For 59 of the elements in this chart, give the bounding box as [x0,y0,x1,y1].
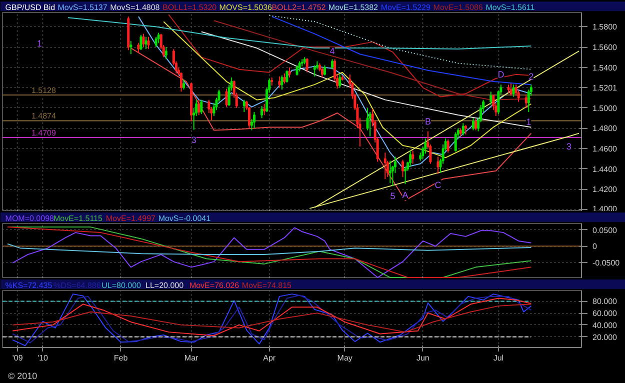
y-tick-label: 1.4400 [592,164,618,174]
annotation: 1 [526,117,532,127]
series-label: BOLL1=1.5320 [162,3,218,12]
x-tick-label: '09 [12,354,24,362]
text: MovS=1.5611 [486,3,536,12]
annotation: A [402,190,408,200]
text: LL=20.000 [146,281,184,290]
y-tick-label: 60.000 [592,309,618,318]
y-tick-label: 20.000 [592,332,618,342]
x-tick-label: Apr [263,354,276,362]
text: MovS=1.4808 [110,3,160,12]
y-tick-label: 80.000 [592,297,618,306]
annotation: 2 [528,72,534,82]
x-tick-label: '10 [38,354,49,362]
y-tick-label: 0.0500 [592,226,618,235]
annotation: 3 [566,141,572,152]
y-tick-label: 1.5600 [592,43,618,52]
series-label: MovE=1.4997 [106,214,156,224]
x-tick-label: Mar [184,354,199,362]
series-label: %DS=64.886 [53,281,102,290]
y-tick-label: 1.5800 [592,22,618,32]
chart-title: GBP/USD Bid [5,3,56,12]
text: MovE=74.815 [242,281,292,290]
y-tick-label: 1.4800 [592,124,618,134]
annotation: 4 [330,46,335,56]
ref-line-label: 1.4709 [31,128,56,138]
annotation: 5 [390,191,396,202]
y-tick-label: 1.4200 [592,185,618,194]
text: BOLL2=1.4752 [272,3,326,12]
text: MovE=76.026 [189,281,240,290]
series-label: MovE=1.5382 [328,3,379,12]
annotation: D [498,70,505,80]
y-tick-label: 1.5201 [592,84,618,93]
y-tick-label: 1.5400 [592,63,618,72]
y-tick-label: 40.000 [592,320,618,330]
y-tick-label: 1.5000 [592,104,618,113]
annotation: C [434,180,442,190]
text: MovS=-0.0041 [158,214,212,224]
ref-line-label: 1.5128 [31,86,56,95]
text: MovE=1.5229 [380,3,431,12]
x-tick-label: Feb [114,354,128,362]
series-label: UL=80.000 [102,281,142,290]
annotation: 3 [191,134,196,145]
x-tick-label: May [337,354,352,362]
y-tick-label: 0 [592,242,598,252]
text: MOM=0.0098 [5,214,55,224]
text: MovS=1.5137 [58,3,108,12]
text: MovE=1.5086 [433,3,484,12]
annotation: B [424,116,431,126]
text: %KS=72.435 [5,281,53,290]
annotation: 1 [36,38,42,48]
y-tick-label: -0.0500 [592,258,620,268]
ref-line-label: 1.4874 [31,112,56,121]
x-tick-label: Jun [416,354,430,362]
x-tick-label: Jul [493,354,504,362]
y-tick-label: 1.4600 [592,144,618,154]
text: MOVS=1.5036 [219,3,273,12]
series-label: MovE=1.5115 [53,214,103,224]
text: © 2010 [8,370,38,383]
